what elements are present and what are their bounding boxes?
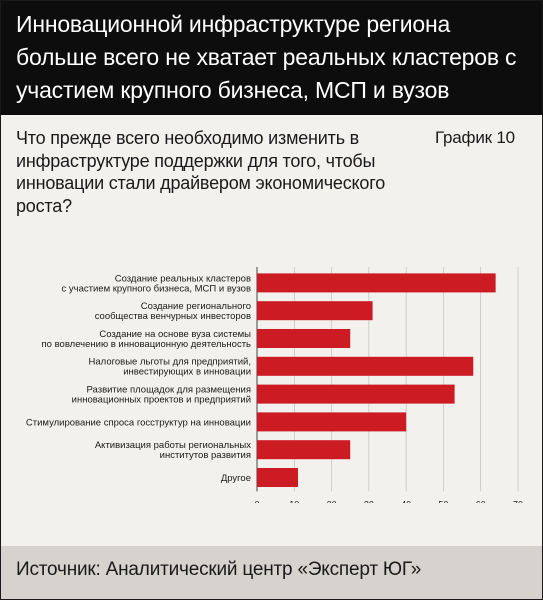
chart-number: График 10 (435, 128, 515, 147)
bar (257, 356, 474, 376)
x-tick-label: 30 (364, 499, 374, 503)
bar (257, 301, 373, 321)
source-bar: Источник: Аналитический центр «Эксперт Ю… (1, 546, 542, 599)
bar (257, 273, 496, 293)
category-label: Налоговые льготы для предприятий, (89, 357, 251, 368)
bar-chart: 0 10 20 30 40 50 60 70 Создание реальных кластер… (26, 267, 523, 503)
category-label: Активизация работы региональных (95, 440, 251, 451)
category-label: с участием крупного бизнеса, МСП и вузов (62, 283, 251, 294)
bar (257, 329, 351, 348)
bar (257, 412, 407, 432)
source-text: Источник: Аналитический центр «Эксперт Ю… (16, 559, 422, 580)
category-label: Развитие площадок для размещения (87, 385, 251, 396)
x-tick-label: 40 (401, 499, 411, 503)
category-label: Стимулирование спроса госструктур на инн… (26, 417, 251, 428)
x-tick-label: 50 (438, 499, 448, 503)
category-label: инновационных проектов и предприятий (72, 395, 251, 406)
x-tick-label: 70 (513, 499, 523, 503)
category-label: Создание на основе вуза системы (99, 329, 251, 340)
category-label: сообщества венчурных инвесторов (95, 311, 251, 322)
category-label: Создание реальных кластеров (115, 273, 251, 284)
category-label: институтов развития (160, 450, 251, 461)
headline-bar: Инновационной инфраструктуре региона бол… (1, 1, 542, 115)
bar (257, 468, 299, 487)
category-label: по вовлечению в инновационную деятельнос… (42, 339, 252, 350)
category-label: инвестирующих в инновации (123, 367, 251, 378)
category-label: Создание регионального (141, 301, 251, 312)
x-tick-label: 0 (254, 499, 259, 503)
x-tick-label: 60 (476, 499, 486, 503)
category-label: Другое (221, 473, 251, 484)
x-tick-label: 10 (289, 499, 299, 503)
bar (257, 384, 455, 404)
bar (257, 440, 351, 460)
headline-title: Инновационной инфраструктуре региона бол… (16, 11, 517, 103)
chart-question: Что прежде всего необходимо изменить в и… (16, 128, 386, 216)
x-tick-label: 20 (327, 499, 337, 503)
